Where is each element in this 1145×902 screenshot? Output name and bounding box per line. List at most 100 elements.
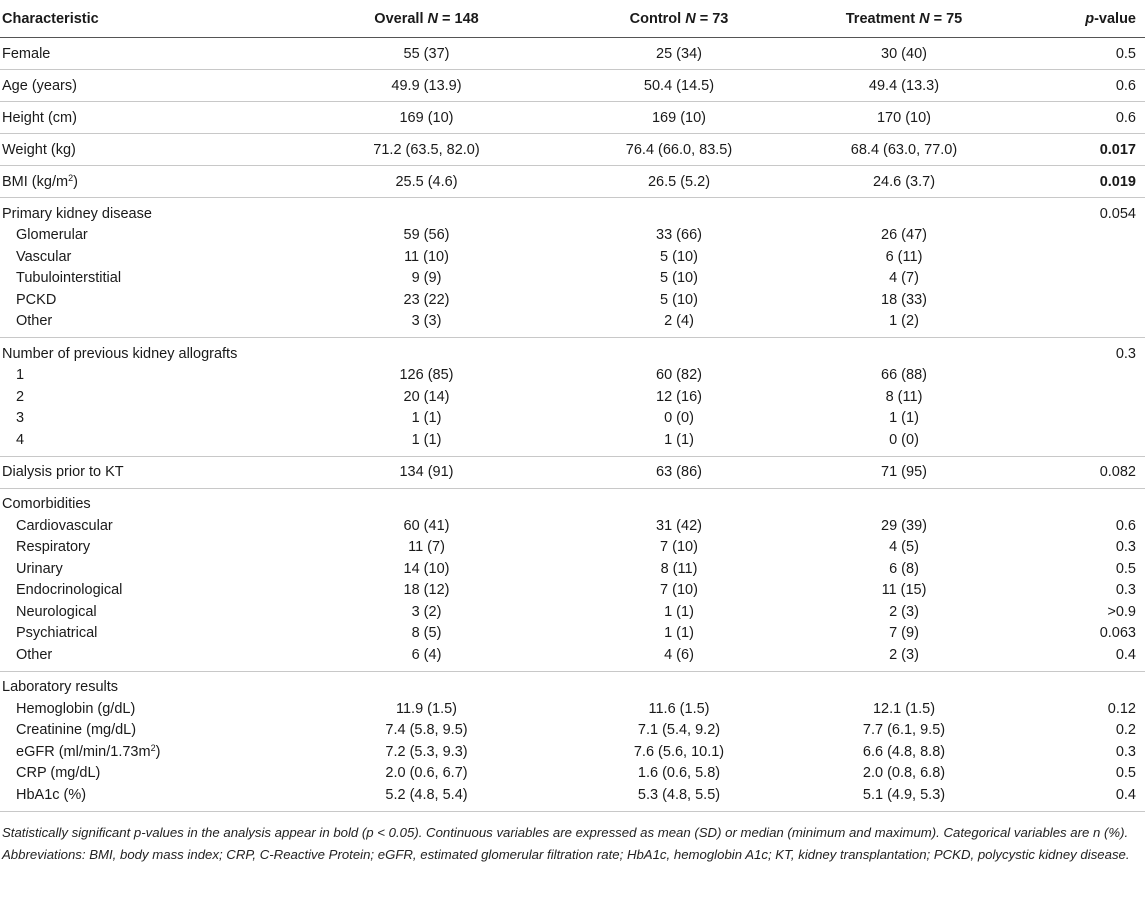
- group-label: Primary kidney disease: [2, 205, 152, 222]
- cell-control: 12 (16): [656, 388, 702, 405]
- cell-overall: 55 (37): [290, 37, 570, 70]
- cell-treatment: 2.0 (0.8, 6.8): [862, 765, 946, 782]
- cell-control: 1 (1): [664, 603, 694, 620]
- cell-treatment: 6 (8): [889, 560, 919, 577]
- cell-treatment: 29 (39): [881, 517, 927, 534]
- row-label: Age (years): [0, 69, 290, 102]
- cell-control: 1 (1): [664, 431, 694, 448]
- cell-control: 2 (4): [664, 313, 694, 330]
- row-label: Other: [16, 646, 53, 663]
- cell-p-value: 0.063: [1099, 625, 1136, 642]
- table-row: Hemoglobin (g/dL) 11.9 (1.5) 11.6 (1.5) …: [0, 698, 1145, 720]
- cell-control: 7.6 (5.6, 10.1): [633, 743, 725, 760]
- table-row: PCKD 23 (22) 5 (10) 18 (33): [0, 289, 1145, 311]
- row-label: PCKD: [16, 291, 57, 308]
- cell-control: 1.6 (0.6, 5.8): [637, 765, 721, 782]
- cell-treatment: 1 (2): [889, 313, 919, 330]
- cell-overall: 169 (10): [290, 101, 570, 134]
- cell-treatment: 68.4 (63.0, 77.0): [795, 133, 1020, 166]
- cell-treatment: 4 (5): [889, 539, 919, 556]
- cell-overall: 20 (14): [403, 388, 450, 405]
- cell-treatment: 7 (9): [889, 625, 919, 642]
- basic-rows: Female 55 (37) 25 (34) 30 (40) 0.5 Age (…: [0, 37, 1145, 198]
- cell-overall: 25.5 (4.6): [290, 165, 570, 198]
- table-row: HbA1c (%) 5.2 (4.8, 5.4) 5.3 (4.8, 5.5) …: [0, 784, 1145, 811]
- cell-control: 60 (82): [656, 367, 702, 384]
- cell-p-value: 0.4: [1115, 646, 1136, 663]
- row-label: 1: [16, 367, 25, 384]
- cell-overall: 6 (4): [411, 646, 442, 663]
- cell-treatment: 0 (0): [889, 431, 919, 448]
- table-row: Urinary 14 (10) 8 (11) 6 (8) 0.5: [0, 558, 1145, 580]
- cell-control: 25 (34): [570, 37, 795, 70]
- cell-p-value: 0.6: [1020, 69, 1145, 102]
- cell-control: 31 (42): [656, 517, 702, 534]
- row-label: BMI (kg/m2): [0, 165, 290, 198]
- cell-control: 63 (86): [570, 456, 795, 489]
- cell-p-value-significant: 0.017: [1020, 133, 1145, 166]
- cell-treatment: 2 (3): [889, 646, 919, 663]
- row-label: CRP (mg/dL): [16, 765, 101, 782]
- laboratory-results-group: Laboratory results Hemoglobin (g/dL) 11.…: [0, 671, 1145, 811]
- cell-overall: 3 (3): [411, 313, 442, 330]
- cell-p-value: >0.9: [1107, 603, 1136, 620]
- cell-p-value: 0.054: [1099, 205, 1136, 222]
- cell-p-value-significant: 0.019: [1020, 165, 1145, 198]
- group-label: Number of previous kidney allografts: [2, 345, 238, 362]
- row-label: Urinary: [16, 560, 63, 577]
- cell-treatment: 170 (10): [795, 101, 1020, 134]
- cell-control: 0 (0): [664, 410, 694, 427]
- table-row: Vascular 11 (10) 5 (10) 6 (11): [0, 246, 1145, 268]
- header-treatment: Treatment N = 75: [795, 0, 1020, 38]
- cell-control: 8 (11): [660, 560, 698, 577]
- cell-overall: 126 (85): [399, 367, 454, 384]
- comorbidities-group: Comorbidities Cardiovascular 60 (41) 31 …: [0, 488, 1145, 671]
- cell-p-value: 0.5: [1115, 765, 1136, 782]
- cell-treatment: 18 (33): [881, 291, 927, 308]
- table-row: Dialysis prior to KT 134 (91) 63 (86) 71…: [0, 456, 1145, 489]
- row-label: Cardiovascular: [16, 517, 113, 534]
- cell-overall: 1 (1): [411, 431, 442, 448]
- header-overall: Overall N = 148: [290, 0, 570, 38]
- group-header-row: Number of previous kidney allografts 0.3: [0, 338, 1145, 365]
- table-row: 2 20 (14) 12 (16) 8 (11): [0, 386, 1145, 408]
- cell-overall: 8 (5): [411, 625, 442, 642]
- cell-treatment: 71 (95): [795, 456, 1020, 489]
- cell-treatment: 5.1 (4.9, 5.3): [862, 786, 946, 803]
- table-row: Age (years) 49.9 (13.9) 50.4 (14.5) 49.4…: [0, 69, 1145, 102]
- cell-control: 5 (10): [660, 291, 698, 308]
- table-row: CRP (mg/dL) 2.0 (0.6, 6.7) 1.6 (0.6, 5.8…: [0, 763, 1145, 785]
- table-row: 1 126 (85) 60 (82) 66 (88): [0, 365, 1145, 387]
- cell-p-value: 0.12: [1107, 700, 1136, 717]
- cell-overall: 11 (10): [404, 248, 449, 265]
- cell-overall: 1 (1): [411, 410, 442, 427]
- cell-p-value: 0.3: [1115, 582, 1136, 599]
- row-label: 3: [16, 410, 25, 427]
- cell-p-value: 0.5: [1020, 37, 1145, 70]
- cell-overall: 3 (2): [411, 603, 442, 620]
- cell-treatment: 66 (88): [881, 367, 927, 384]
- table-row: Glomerular 59 (56) 33 (66) 26 (47): [0, 225, 1145, 247]
- cell-treatment: 30 (40): [795, 37, 1020, 70]
- table-row: Endocrinological 18 (12) 7 (10) 11 (15) …: [0, 580, 1145, 602]
- cell-control: 7 (10): [660, 582, 698, 599]
- header-p-value: p-value: [1020, 0, 1145, 38]
- table-header: Characteristic Overall N = 148 Control N…: [0, 0, 1145, 38]
- header-row: Characteristic Overall N = 148 Control N…: [0, 0, 1145, 38]
- table-row: Psychiatrical 8 (5) 1 (1) 7 (9) 0.063: [0, 623, 1145, 645]
- table-row: eGFR (ml/min/1.73m2) 7.2 (5.3, 9.3) 7.6 …: [0, 741, 1145, 763]
- cell-control: 26.5 (5.2): [570, 165, 795, 198]
- cell-control: 33 (66): [656, 227, 702, 244]
- row-label: HbA1c (%): [16, 786, 87, 803]
- footnote-abbreviations: Abbreviations: BMI, body mass index; CRP…: [2, 847, 1130, 862]
- cell-p-value: 0.3: [1115, 743, 1136, 760]
- table-footnotes: Statistically significant p-values in th…: [2, 823, 1137, 867]
- cell-control: 50.4 (14.5): [570, 69, 795, 102]
- cell-treatment: 8 (11): [885, 388, 923, 405]
- row-label: Vascular: [16, 248, 72, 265]
- row-label: Height (cm): [0, 101, 290, 134]
- cell-treatment: 1 (1): [889, 410, 919, 427]
- cell-control: 1 (1): [664, 625, 694, 642]
- row-label: Glomerular: [16, 227, 88, 244]
